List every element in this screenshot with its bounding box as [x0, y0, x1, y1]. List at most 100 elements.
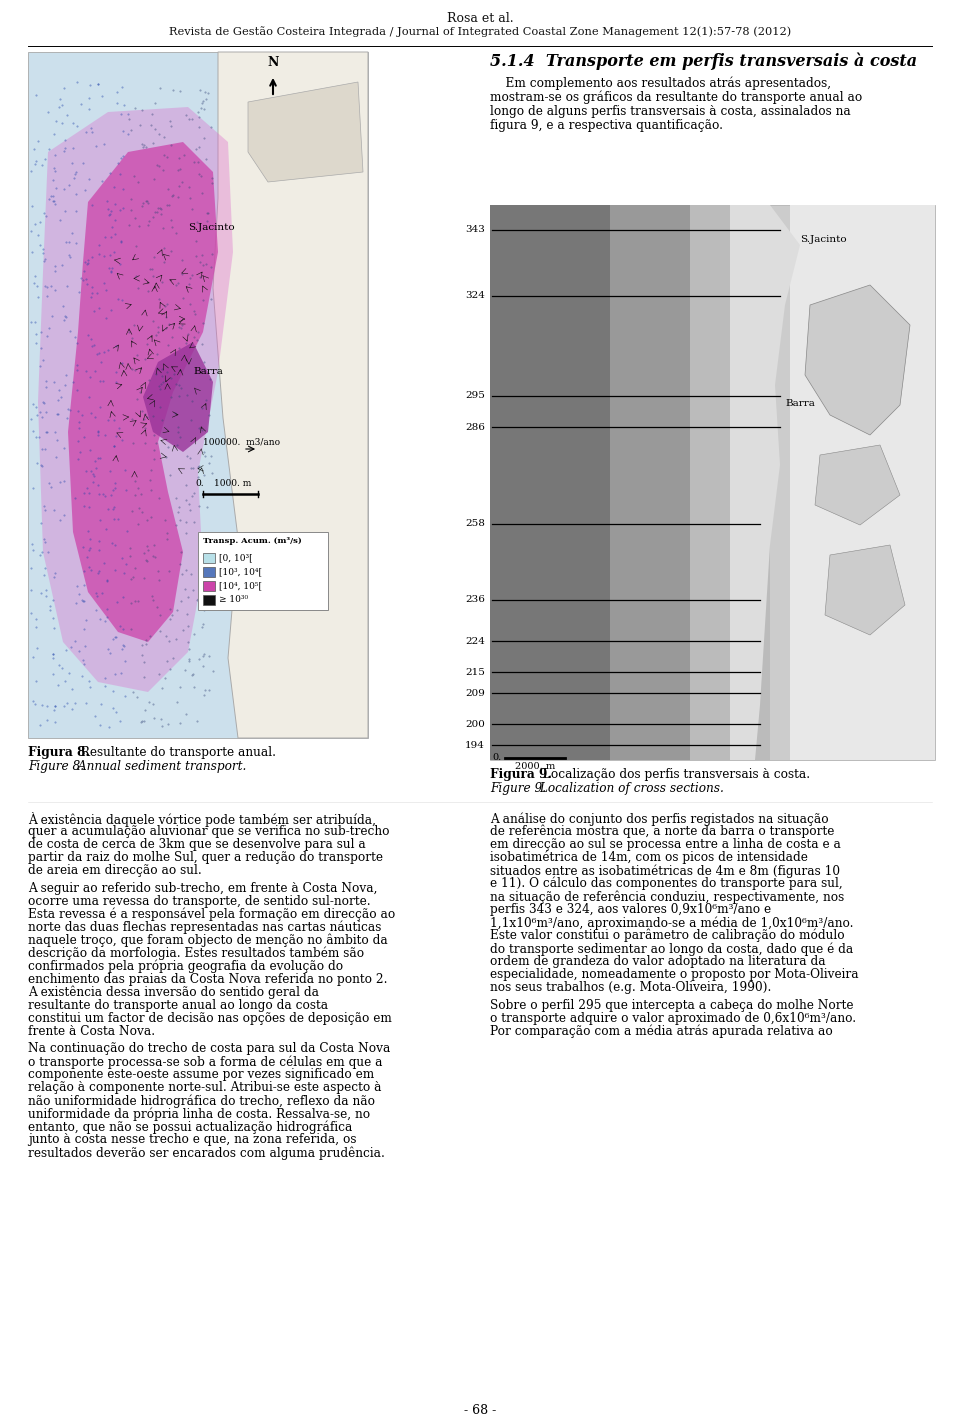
Text: o transporte processa-se sob a forma de células em que a: o transporte processa-se sob a forma de … [28, 1055, 382, 1068]
Text: confirmados pela própria geografia da evolução do: confirmados pela própria geografia da ev… [28, 960, 343, 973]
Text: Localização dos perfis transversais à costa.: Localização dos perfis transversais à co… [539, 768, 810, 780]
Text: Por comparação com a média atrás apurada relativa ao: Por comparação com a média atrás apurada… [490, 1024, 832, 1038]
Text: perfis 343 e 324, aos valores 0,9x10⁶m³/ano e: perfis 343 e 324, aos valores 0,9x10⁶m³/… [490, 903, 771, 916]
Text: Localization of cross sections.: Localization of cross sections. [536, 782, 724, 795]
Text: Annual sediment transport.: Annual sediment transport. [74, 760, 247, 773]
Text: 200: 200 [466, 719, 485, 729]
Text: [10³, 10⁴[: [10³, 10⁴[ [219, 568, 262, 577]
Bar [203, 595, 215, 605]
Text: partir da raiz do molhe Sul, quer a redução do transporte: partir da raiz do molhe Sul, quer a redu… [28, 852, 383, 864]
Text: 209: 209 [466, 689, 485, 698]
Text: 286: 286 [466, 423, 485, 431]
Text: 0.: 0. [492, 753, 501, 762]
Text: na situação de referência conduziu, respectivamente, nos: na situação de referência conduziu, resp… [490, 890, 844, 903]
Polygon shape [815, 444, 900, 525]
Text: 1,1x10⁶m³/ano, aproximando-se a média de 1,0x10⁶m³/ano.: 1,1x10⁶m³/ano, aproximando-se a média de… [490, 916, 853, 930]
Text: Figura 9.: Figura 9. [490, 768, 552, 780]
Text: Figure 8.: Figure 8. [28, 760, 84, 773]
Text: frente à Costa Nova.: frente à Costa Nova. [28, 1024, 156, 1038]
Text: 224: 224 [466, 637, 485, 646]
Text: mostram-se os gráficos da resultante do transporte anual ao: mostram-se os gráficos da resultante do … [490, 91, 862, 104]
Text: especialidade, nomeadamente o proposto por Mota-Oliveira: especialidade, nomeadamente o proposto p… [490, 968, 858, 981]
Bar [203, 567, 215, 577]
Bar [203, 553, 215, 562]
Text: Figura 8.: Figura 8. [28, 746, 89, 759]
Text: Barra: Barra [193, 367, 223, 376]
Text: nos seus trabalhos (e.g. Mota-Oliveira, 1990).: nos seus trabalhos (e.g. Mota-Oliveira, … [490, 981, 772, 994]
Text: do transporte sedimentar ao longo da costa, dado que é da: do transporte sedimentar ao longo da cos… [490, 943, 853, 956]
Text: de costa de cerca de 3km que se desenvolve para sul a: de costa de cerca de 3km que se desenvol… [28, 837, 366, 852]
Bar [490, 205, 610, 760]
Bar [203, 581, 215, 591]
Text: resultados deverão ser encarados com alguma prudência.: resultados deverão ser encarados com alg… [28, 1146, 385, 1159]
Polygon shape [730, 205, 800, 760]
Text: naquele troço, que foram objecto de menção no âmbito da: naquele troço, que foram objecto de menç… [28, 934, 388, 947]
Text: Em complemento aos resultados atrás apresentados,: Em complemento aos resultados atrás apre… [490, 75, 831, 90]
Bar [490, 205, 935, 760]
Text: situados entre as isobatimétricas de 4m e 8m (figuras 10: situados entre as isobatimétricas de 4m … [490, 864, 840, 877]
Text: A seguir ao referido sub-trecho, em frente à Costa Nova,: A seguir ao referido sub-trecho, em fren… [28, 881, 377, 894]
Text: 5.1.4  Transporte em perfis transversais à costa: 5.1.4 Transporte em perfis transversais … [490, 53, 917, 70]
Text: ≥ 10³⁰: ≥ 10³⁰ [219, 595, 248, 605]
Text: À existência daquele vórtice pode também ser atribuída,: À existência daquele vórtice pode também… [28, 812, 376, 827]
Polygon shape [213, 53, 368, 738]
Text: S.Jacinto: S.Jacinto [800, 235, 847, 244]
Text: Figure 9.: Figure 9. [490, 782, 546, 795]
Polygon shape [143, 342, 213, 451]
Text: junto à costa nesse trecho e que, na zona referida, os: junto à costa nesse trecho e que, na zon… [28, 1134, 356, 1146]
Text: 295: 295 [466, 392, 485, 400]
Polygon shape [68, 142, 218, 642]
Polygon shape [248, 83, 363, 182]
Polygon shape [825, 545, 905, 635]
Text: uniformidade da própria linha de costa. Ressalva-se, no: uniformidade da própria linha de costa. … [28, 1106, 371, 1121]
Text: S.Jacinto: S.Jacinto [188, 222, 234, 232]
Text: 343: 343 [466, 225, 485, 235]
Text: Rosa et al.: Rosa et al. [446, 11, 514, 26]
Text: isobatimétrica de 14m, com os picos de intensidade: isobatimétrica de 14m, com os picos de i… [490, 852, 808, 864]
Text: 0.: 0. [195, 478, 204, 488]
Polygon shape [805, 285, 910, 434]
Text: Transp. Acum. (m³/s): Transp. Acum. (m³/s) [203, 537, 301, 545]
Text: componente este-oeste assume por vezes significado em: componente este-oeste assume por vezes s… [28, 1068, 374, 1081]
Text: entanto, que não se possui actualização hidrográfica: entanto, que não se possui actualização … [28, 1121, 352, 1134]
Text: Na continuação do trecho de costa para sul da Costa Nova: Na continuação do trecho de costa para s… [28, 1042, 391, 1055]
Text: Sobre o perfil 295 que intercepta a cabeça do molhe Norte: Sobre o perfil 295 que intercepta a cabe… [490, 998, 853, 1011]
Text: de areia em direcção ao sul.: de areia em direcção ao sul. [28, 864, 202, 877]
Bar [198, 533, 328, 609]
Bar [610, 205, 690, 760]
Bar [28, 53, 368, 738]
Text: 324: 324 [466, 290, 485, 300]
Text: resultante do transporte anual ao longo da costa: resultante do transporte anual ao longo … [28, 998, 328, 1011]
Text: Resultante do transporte anual.: Resultante do transporte anual. [77, 746, 276, 759]
Text: enchimento das praias da Costa Nova referida no ponto 2.: enchimento das praias da Costa Nova refe… [28, 973, 388, 985]
Text: 2000. m: 2000. m [515, 762, 555, 770]
Text: 215: 215 [466, 668, 485, 676]
Text: 1000. m: 1000. m [214, 478, 252, 488]
Bar [690, 205, 770, 760]
Text: Revista de Gestão Costeira Integrada / Journal of Integrated Coastal Zone Manage: Revista de Gestão Costeira Integrada / J… [169, 26, 791, 37]
Text: 194: 194 [466, 740, 485, 749]
Text: em direcção ao sul se processa entre a linha de costa e a: em direcção ao sul se processa entre a l… [490, 837, 841, 852]
Text: de referência mostra que, a norte da barra o transporte: de referência mostra que, a norte da bar… [490, 824, 834, 839]
Text: N: N [267, 56, 278, 68]
Text: o transporte adquire o valor aproximado de 0,6x10⁶m³/ano.: o transporte adquire o valor aproximado … [490, 1011, 856, 1024]
Text: constitui um factor de decisão nas opções de deposição em: constitui um factor de decisão nas opçõe… [28, 1011, 392, 1024]
Text: ocorre uma revessa do transporte, de sentido sul-norte.: ocorre uma revessa do transporte, de sen… [28, 894, 371, 907]
Text: - 68 -: - 68 - [464, 1404, 496, 1417]
Text: [0, 10³[: [0, 10³[ [219, 554, 252, 562]
Text: quer a acumulação aluvionar que se verifica no sub-trecho: quer a acumulação aluvionar que se verif… [28, 824, 390, 837]
Text: 258: 258 [466, 520, 485, 528]
Polygon shape [38, 107, 233, 692]
Text: 100000.  m3/ano: 100000. m3/ano [203, 437, 280, 447]
Text: Barra: Barra [785, 399, 815, 409]
Text: relação à componente norte-sul. Atribui-se este aspecto à: relação à componente norte-sul. Atribui-… [28, 1081, 381, 1094]
Text: longo de alguns perfis transversais à costa, assinalados na: longo de alguns perfis transversais à co… [490, 105, 851, 118]
Text: Esta revessa é a responsável pela formação em direcção ao: Esta revessa é a responsável pela formaç… [28, 907, 396, 921]
Text: ordem de grandeza do valor adoptado na literatura da: ordem de grandeza do valor adoptado na l… [490, 956, 826, 968]
Bar [790, 205, 935, 760]
Text: A análise do conjunto dos perfis registados na situação: A análise do conjunto dos perfis regista… [490, 812, 828, 826]
Text: 236: 236 [466, 595, 485, 604]
Text: A existência dessa inversão do sentido geral da: A existência dessa inversão do sentido g… [28, 985, 319, 1000]
Text: e 11). O cálculo das componentes do transporte para sul,: e 11). O cálculo das componentes do tran… [490, 877, 843, 890]
Text: [10⁴, 10⁵[: [10⁴, 10⁵[ [219, 581, 262, 591]
